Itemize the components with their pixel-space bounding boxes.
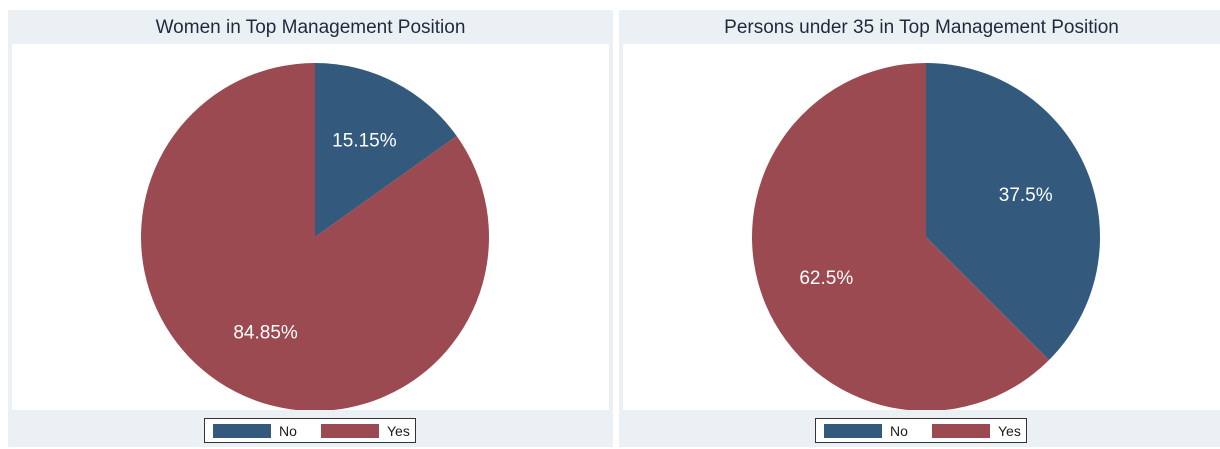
legend-swatch-yes bbox=[932, 424, 990, 438]
pie-slice-yes bbox=[752, 63, 1050, 410]
pie-slice-no bbox=[926, 63, 1101, 361]
legend: No Yes bbox=[204, 418, 416, 443]
slice-label-no: 37.5% bbox=[999, 185, 1053, 206]
legend-label-yes: Yes bbox=[998, 423, 1021, 439]
plot-area: 15.15% 84.85% bbox=[12, 44, 609, 410]
legend-swatch-no bbox=[824, 424, 882, 438]
pie-slice-no bbox=[315, 63, 457, 237]
plot-area: 37.5% 62.5% bbox=[623, 44, 1220, 410]
slice-label-yes: 62.5% bbox=[799, 268, 853, 289]
slice-label-no: 15.15% bbox=[332, 131, 397, 152]
pie-slice-yes bbox=[141, 63, 489, 410]
chart-title: Persons under 35 in Top Management Posit… bbox=[724, 17, 1119, 38]
pie-chart: 37.5% 62.5% bbox=[752, 63, 1101, 410]
pie-chart: 15.15% 84.85% bbox=[141, 63, 489, 410]
slice-label-yes: 84.85% bbox=[233, 322, 298, 343]
legend-label-yes: Yes bbox=[387, 423, 410, 439]
legend-label-no: No bbox=[279, 423, 297, 439]
legend: No Yes bbox=[815, 418, 1027, 443]
chart-panel-under-35: Persons under 35 in Top Management Posit… bbox=[619, 10, 1220, 447]
chart-title: Women in Top Management Position bbox=[155, 17, 466, 38]
legend-swatch-no bbox=[213, 424, 271, 438]
legend-swatch-yes bbox=[321, 424, 379, 438]
legend-label-no: No bbox=[890, 423, 908, 439]
chart-panel-women: Women in Top Management Position 15.15% 8… bbox=[8, 10, 613, 447]
